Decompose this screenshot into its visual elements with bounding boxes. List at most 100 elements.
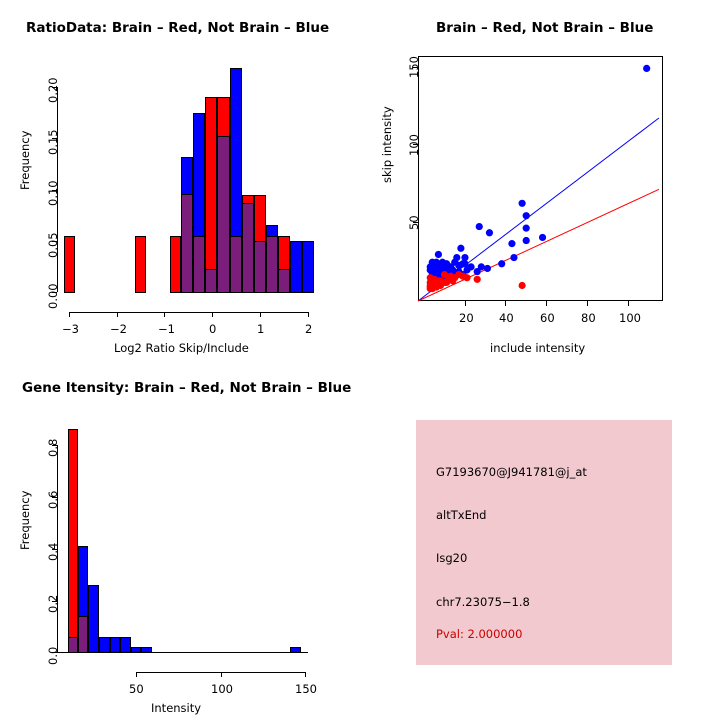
scatter-x-tick-100 — [628, 301, 629, 306]
gene-histogram-xlabel: Intensity — [151, 701, 202, 715]
scatter-x-label-100: 100 — [619, 311, 641, 325]
gene-y-tick-0.4 — [52, 549, 57, 550]
scatter-point — [440, 271, 449, 279]
scatter-point — [498, 260, 506, 268]
gene-y-tick-0.2 — [52, 601, 57, 602]
ratio-y-tick-0.00 — [52, 292, 57, 293]
gene-y-tick-0.6 — [52, 497, 57, 498]
ratio-x-tick-0 — [212, 312, 213, 317]
scatter-point — [473, 275, 481, 283]
scatter-point — [461, 260, 469, 268]
scatter-point — [522, 224, 530, 232]
scatter-point — [457, 244, 465, 252]
scatter-point — [483, 264, 492, 273]
ratio-bar-overlap — [193, 236, 205, 293]
ratio-x-tick-1 — [260, 312, 261, 317]
ratio-x-tick--1 — [164, 312, 165, 317]
scatter-point — [473, 267, 481, 276]
ratio-x-label--2: −2 — [110, 322, 127, 336]
gene-y-label-0.8: 0.8 — [46, 438, 60, 457]
gene-bar-blue — [110, 637, 120, 653]
ratio-y-tick-0.10 — [52, 190, 57, 191]
gene-y-label-0.2: 0.2 — [46, 594, 60, 613]
scatter-x-label-60: 60 — [540, 311, 555, 325]
scatter-ylabel: skip intensity — [380, 106, 394, 183]
gene-x-label-100: 100 — [211, 682, 233, 696]
ratio-x-axis — [69, 312, 308, 313]
ratio-bar-overlap — [205, 269, 217, 293]
ratio-bar-red — [205, 97, 217, 293]
scatter-point — [508, 240, 516, 248]
scatter-point — [455, 261, 463, 269]
gene-histogram-ylabel: Frequency — [18, 490, 32, 550]
ratio-bar-overlap — [242, 203, 254, 293]
gene-bar-overlap — [78, 616, 88, 653]
gene-x-label-150: 150 — [295, 682, 317, 696]
scatter-x-tick-60 — [546, 301, 547, 306]
gene-bar-red — [68, 429, 78, 653]
ratio-x-label-1: 1 — [257, 322, 265, 336]
scatter-y-tick-50 — [413, 222, 418, 223]
ratio-x-label--3: −3 — [62, 322, 79, 336]
scatter-point — [643, 64, 651, 73]
ratio-x-tick--3 — [69, 312, 70, 317]
ratio-bar-blue — [302, 241, 314, 293]
scatter-point — [522, 236, 530, 245]
scatter-xlabel: include intensity — [490, 341, 586, 355]
ratio-bar-red — [64, 236, 75, 293]
scatter-point — [463, 266, 471, 274]
scatter-point — [522, 212, 530, 220]
gene-y-label-0.6: 0.6 — [46, 490, 60, 509]
gene-bar-blue — [99, 637, 110, 653]
gene-y-label-0.0: 0.0 — [46, 646, 60, 665]
gene-y-label-0.4: 0.4 — [46, 542, 60, 561]
scatter-y-tick-100 — [413, 144, 418, 145]
scatter-point — [477, 263, 485, 271]
gene-x-tick-150 — [305, 672, 306, 677]
gene-y-axis — [57, 445, 58, 653]
scatter-point — [434, 250, 443, 259]
scatter-plot-frame — [418, 56, 663, 301]
ratio-bar-red — [170, 236, 181, 293]
gene-y-tick-0.0 — [52, 652, 57, 653]
scatter-point — [461, 253, 469, 262]
ratio-bar-red — [135, 236, 146, 293]
scatter-x-tick-80 — [587, 301, 588, 306]
scatter-point — [463, 274, 471, 282]
scatter-point — [538, 233, 547, 242]
scatter-x-label-80: 80 — [581, 311, 596, 325]
scatter-y-tick-150 — [413, 67, 418, 68]
scatter-point — [518, 281, 526, 290]
gene-x-tick-50 — [136, 672, 137, 677]
ratio-y-tick-0.15 — [52, 138, 57, 139]
scatter-point — [449, 277, 457, 285]
scatter-title: Brain – Red, Not Brain – Blue — [436, 20, 654, 36]
ratio-y-tick-0.20 — [52, 87, 57, 88]
scatter-point — [475, 222, 483, 231]
ratio-x-tick-2 — [308, 312, 309, 317]
info-locus: chr7.23075−1.8 — [436, 595, 530, 609]
ratio-histogram-title: RatioData: Brain – Red, Not Brain – Blue — [26, 20, 330, 36]
ratio-x-label-2: 2 — [305, 322, 313, 336]
scatter-point — [426, 284, 434, 293]
info-probe-id: G7193670@J941781@j_at — [436, 465, 587, 479]
gene-histogram-title: Gene Itensity: Brain – Red, Not Brain – … — [22, 380, 352, 396]
ratio-bar-blue — [290, 241, 302, 293]
scatter-data-layer — [417, 64, 660, 302]
ratio-bar-overlap — [254, 241, 266, 293]
ratio-x-label-0: 0 — [209, 322, 217, 336]
ratio-bar-overlap — [266, 236, 278, 293]
panel-ratio-histogram: RatioData: Brain – Red, Not Brain – Blue… — [0, 0, 360, 360]
panel-scatter: Brain – Red, Not Brain – Blue skip inten… — [360, 0, 720, 360]
ratio-y-axis — [57, 87, 58, 292]
gene-bar-blue — [88, 585, 99, 653]
panel-gene-histogram: Gene Itensity: Brain – Red, Not Brain – … — [0, 360, 360, 720]
info-event-type: altTxEnd — [436, 508, 487, 522]
info-gene-symbol: Isg20 — [436, 551, 468, 565]
panel-info: G7193670@J941781@j_at altTxEnd Isg20 chr… — [416, 420, 672, 665]
scatter-x-tick-20 — [465, 301, 466, 306]
ratio-y-tick-0.05 — [52, 241, 57, 242]
ratio-histogram-xlabel: Log2 Ratio Skip/Include — [114, 341, 249, 355]
info-pval: Pval: 2.000000 — [436, 627, 523, 641]
ratio-bar-overlap — [230, 236, 242, 293]
